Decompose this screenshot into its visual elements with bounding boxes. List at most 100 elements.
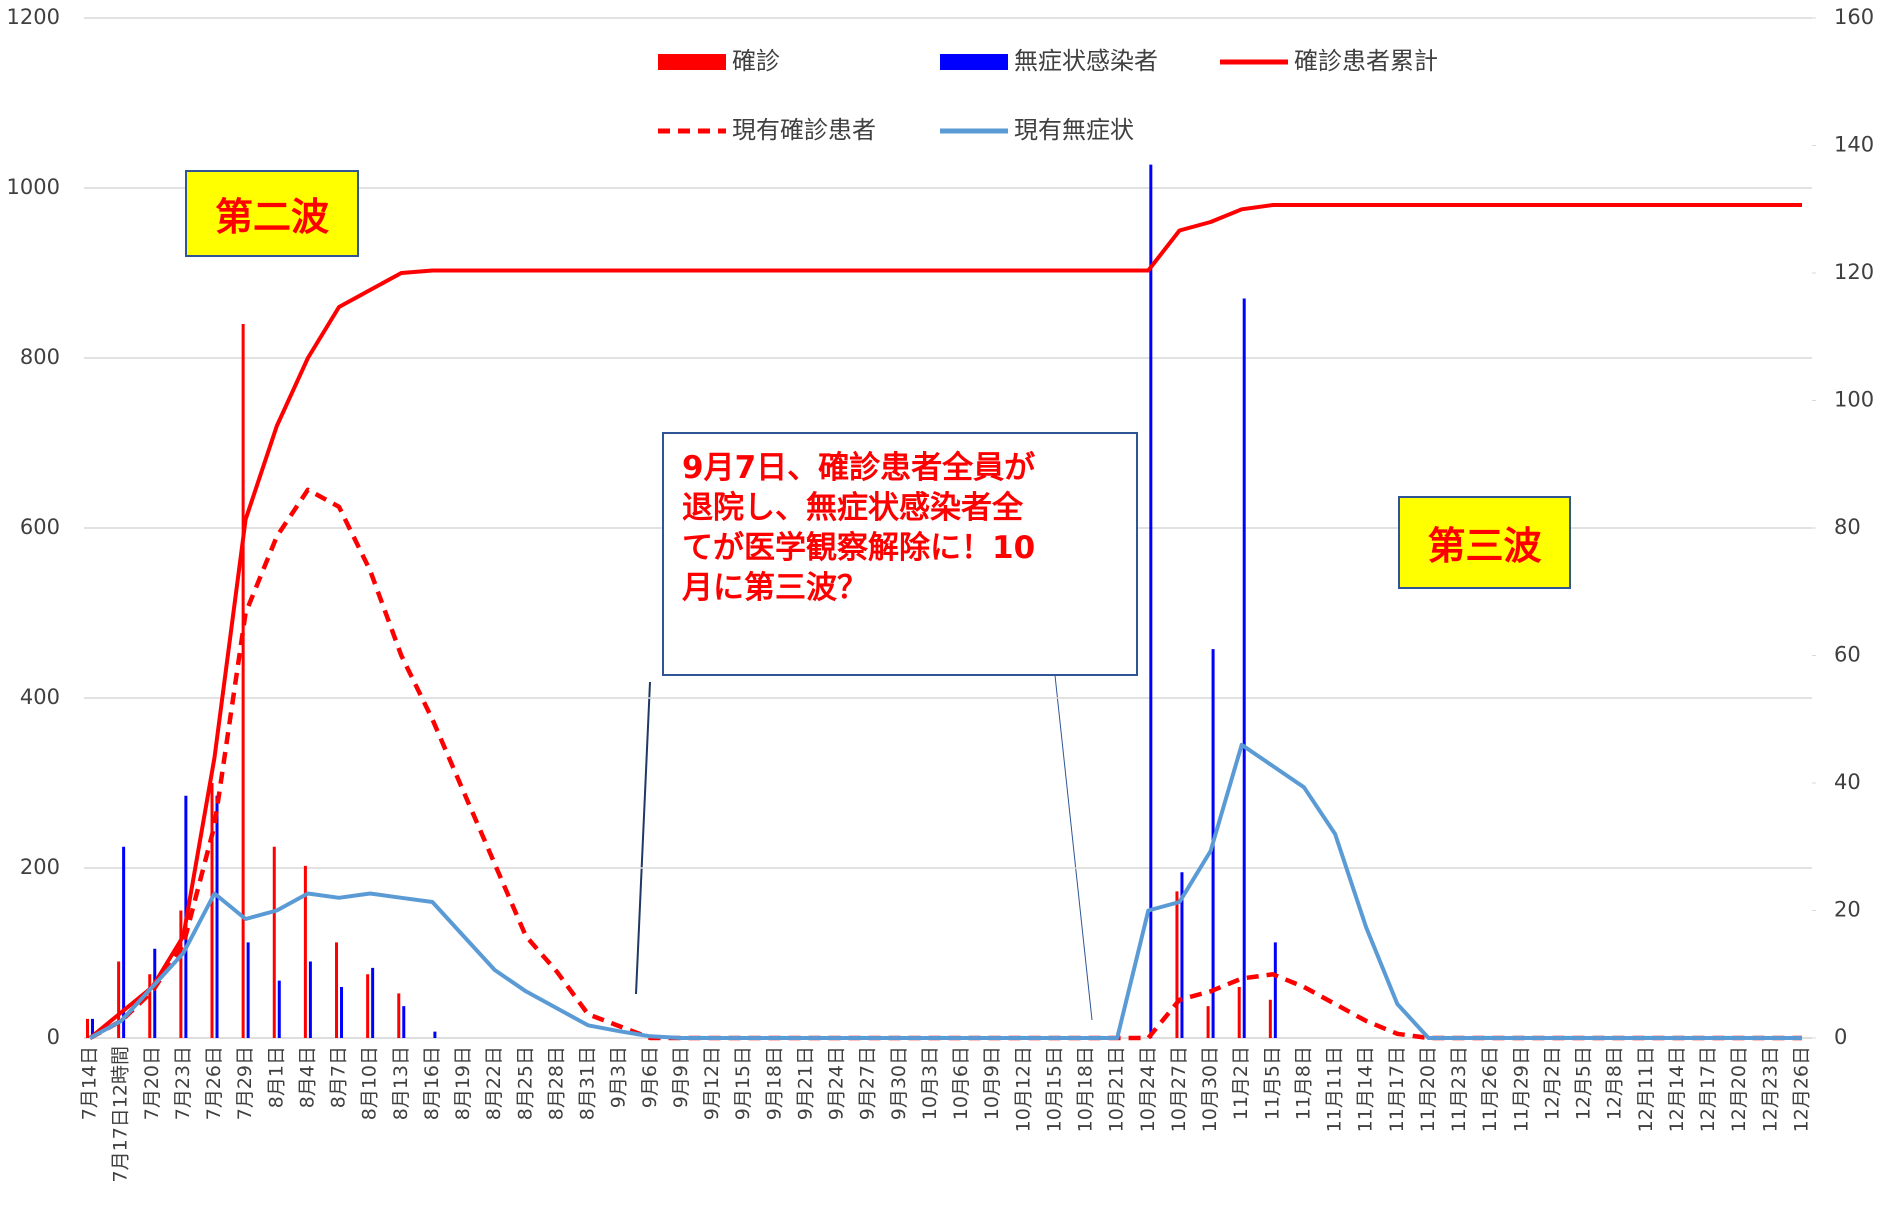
x-tick-label: 7月26日 xyxy=(203,1046,225,1120)
legend-label: 現有無症状 xyxy=(1014,116,1134,144)
bar xyxy=(241,324,245,1038)
x-tick-label: 9月24日 xyxy=(826,1046,848,1120)
x-tick-label: 7月14日 xyxy=(79,1046,101,1120)
line xyxy=(88,203,1802,1040)
bar xyxy=(335,942,339,1038)
y-tick-label: 200 xyxy=(20,855,60,879)
x-tick-label: 7月23日 xyxy=(172,1046,194,1120)
bar xyxy=(433,1031,437,1038)
x-tick-label: 12月8日 xyxy=(1604,1046,1626,1120)
bar xyxy=(86,1018,89,1038)
x-tick-label: 12月14日 xyxy=(1666,1046,1688,1132)
x-tick-label: 8月13日 xyxy=(390,1046,412,1120)
x-tick-label: 12月17日 xyxy=(1697,1046,1719,1132)
legend-swatch xyxy=(658,54,726,70)
x-tick-label: 11月26日 xyxy=(1479,1046,1501,1132)
y2-tick-label: 100 xyxy=(1834,388,1874,412)
bar xyxy=(340,987,344,1038)
x-tick-label: 10月3日 xyxy=(919,1046,941,1120)
bar xyxy=(179,910,183,1038)
x-tick-label: 9月12日 xyxy=(701,1046,723,1120)
bar xyxy=(91,1018,94,1038)
x-tick-label: 12月5日 xyxy=(1573,1046,1595,1120)
x-tick-label: 11月5日 xyxy=(1261,1046,1283,1120)
bar xyxy=(210,783,214,1038)
x-tick-label: 9月3日 xyxy=(608,1046,630,1108)
y2-tick-label: 60 xyxy=(1834,643,1861,667)
x-tick-label: 8月28日 xyxy=(545,1046,567,1120)
annotation: 第二波 xyxy=(185,170,359,257)
y-tick-label: 800 xyxy=(20,345,60,369)
x-tick-label: 8月31日 xyxy=(577,1046,599,1120)
bar xyxy=(1206,1006,1210,1038)
bar xyxy=(371,967,375,1038)
x-tick-label: 8月7日 xyxy=(328,1046,350,1108)
y2-tick-label: 80 xyxy=(1834,515,1861,539)
bar xyxy=(117,961,121,1038)
x-tick-label: 9月6日 xyxy=(639,1046,661,1108)
y2-tick-label: 120 xyxy=(1834,260,1874,284)
callout-line: 月に第三波？ xyxy=(682,570,868,606)
bar xyxy=(122,846,126,1038)
x-tick-label: 11月17日 xyxy=(1386,1046,1408,1132)
y-tick-label: 600 xyxy=(20,515,60,539)
x-tick-label: 12月2日 xyxy=(1541,1046,1563,1120)
x-tick-label: 9月27日 xyxy=(857,1046,879,1120)
x-tick-label: 10月24日 xyxy=(1137,1046,1159,1132)
x-tick-label: 11月23日 xyxy=(1448,1046,1470,1132)
callout: 9月7日、確診患者全員が 退院し、無症状感染者全 てが医学観察解除に！10 月に… xyxy=(662,432,1138,676)
y-tick-label: 0 xyxy=(47,1025,60,1049)
bar xyxy=(366,974,370,1038)
legend-label: 無症状感染者 xyxy=(1014,47,1158,75)
x-tick-label: 11月20日 xyxy=(1417,1046,1439,1132)
x-tick-label: 9月9日 xyxy=(670,1046,692,1108)
bar xyxy=(1237,987,1241,1038)
bar xyxy=(1273,942,1277,1038)
bar xyxy=(1268,999,1272,1038)
callout-pointer xyxy=(635,681,651,995)
bar xyxy=(308,961,312,1038)
x-tick-label: 9月15日 xyxy=(732,1046,754,1120)
x-tick-label: 7月20日 xyxy=(141,1046,163,1120)
x-tick-label: 12月11日 xyxy=(1635,1046,1657,1132)
x-tick-label: 11月2日 xyxy=(1230,1046,1252,1120)
y-tick-label: 1000 xyxy=(7,175,60,199)
bar xyxy=(1175,891,1179,1038)
bar xyxy=(1242,298,1246,1038)
y2-tick-label: 160 xyxy=(1834,5,1874,29)
legend-swatch xyxy=(940,54,1008,70)
y2-tick-label: 0 xyxy=(1834,1025,1847,1049)
x-tick-label: 8月22日 xyxy=(483,1046,505,1120)
bar xyxy=(148,974,152,1038)
annotation: 第三波 xyxy=(1398,496,1571,589)
x-tick-label: 10月21日 xyxy=(1106,1046,1128,1132)
bar xyxy=(215,795,219,1038)
bar xyxy=(153,948,157,1038)
x-tick-label: 11月11日 xyxy=(1324,1046,1346,1132)
x-tick-label: 10月27日 xyxy=(1168,1046,1190,1132)
legend-label: 確診患者累計 xyxy=(1294,47,1438,75)
y2-tick-label: 140 xyxy=(1834,133,1874,157)
y2-tick-label: 20 xyxy=(1834,898,1861,922)
x-tick-label: 12月26日 xyxy=(1791,1046,1813,1132)
x-tick-label: 10月15日 xyxy=(1043,1046,1065,1132)
x-tick-label: 8月25日 xyxy=(514,1046,536,1120)
x-tick-label: 12月23日 xyxy=(1759,1046,1781,1132)
callout-line: 退院し、無症状感染者全 xyxy=(682,490,1023,526)
line xyxy=(89,742,1802,1040)
bar xyxy=(277,980,281,1038)
x-tick-label: 8月1日 xyxy=(265,1046,287,1108)
x-tick-label: 8月19日 xyxy=(452,1046,474,1120)
bar xyxy=(402,1006,406,1038)
y2-tick-label: 40 xyxy=(1834,770,1861,794)
x-tick-label: 11月14日 xyxy=(1355,1046,1377,1132)
x-tick-label: 12月20日 xyxy=(1728,1046,1750,1132)
bar xyxy=(246,942,250,1038)
x-tick-label: 10月12日 xyxy=(1012,1046,1034,1132)
bar xyxy=(272,846,276,1038)
x-tick-label: 10月9日 xyxy=(981,1046,1003,1120)
bar xyxy=(1149,164,1153,1038)
x-tick-label: 9月21日 xyxy=(794,1046,816,1120)
bar xyxy=(397,993,401,1038)
